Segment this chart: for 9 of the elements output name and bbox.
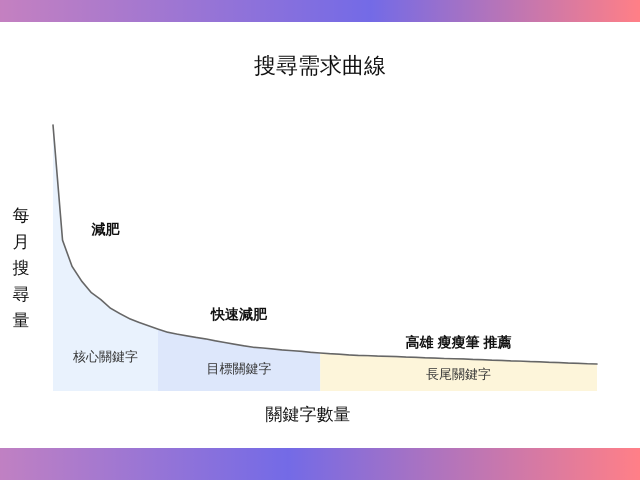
series-label: 長尾關鍵字 <box>426 366 492 382</box>
chart-title: 搜尋需求曲線 <box>254 53 386 78</box>
annotation: 快速減肥 <box>210 306 268 322</box>
series-label: 目標關鍵字 <box>206 361 272 376</box>
annotation: 減肥 <box>90 221 120 238</box>
series-label: 核心關鍵字 <box>72 349 138 364</box>
x-axis-title: 關鍵字數量 <box>266 405 350 424</box>
y-axis-title: 每月搜尋量 <box>12 206 30 330</box>
annotation: 高雄 瘦瘦筆 推薦 <box>406 334 512 350</box>
